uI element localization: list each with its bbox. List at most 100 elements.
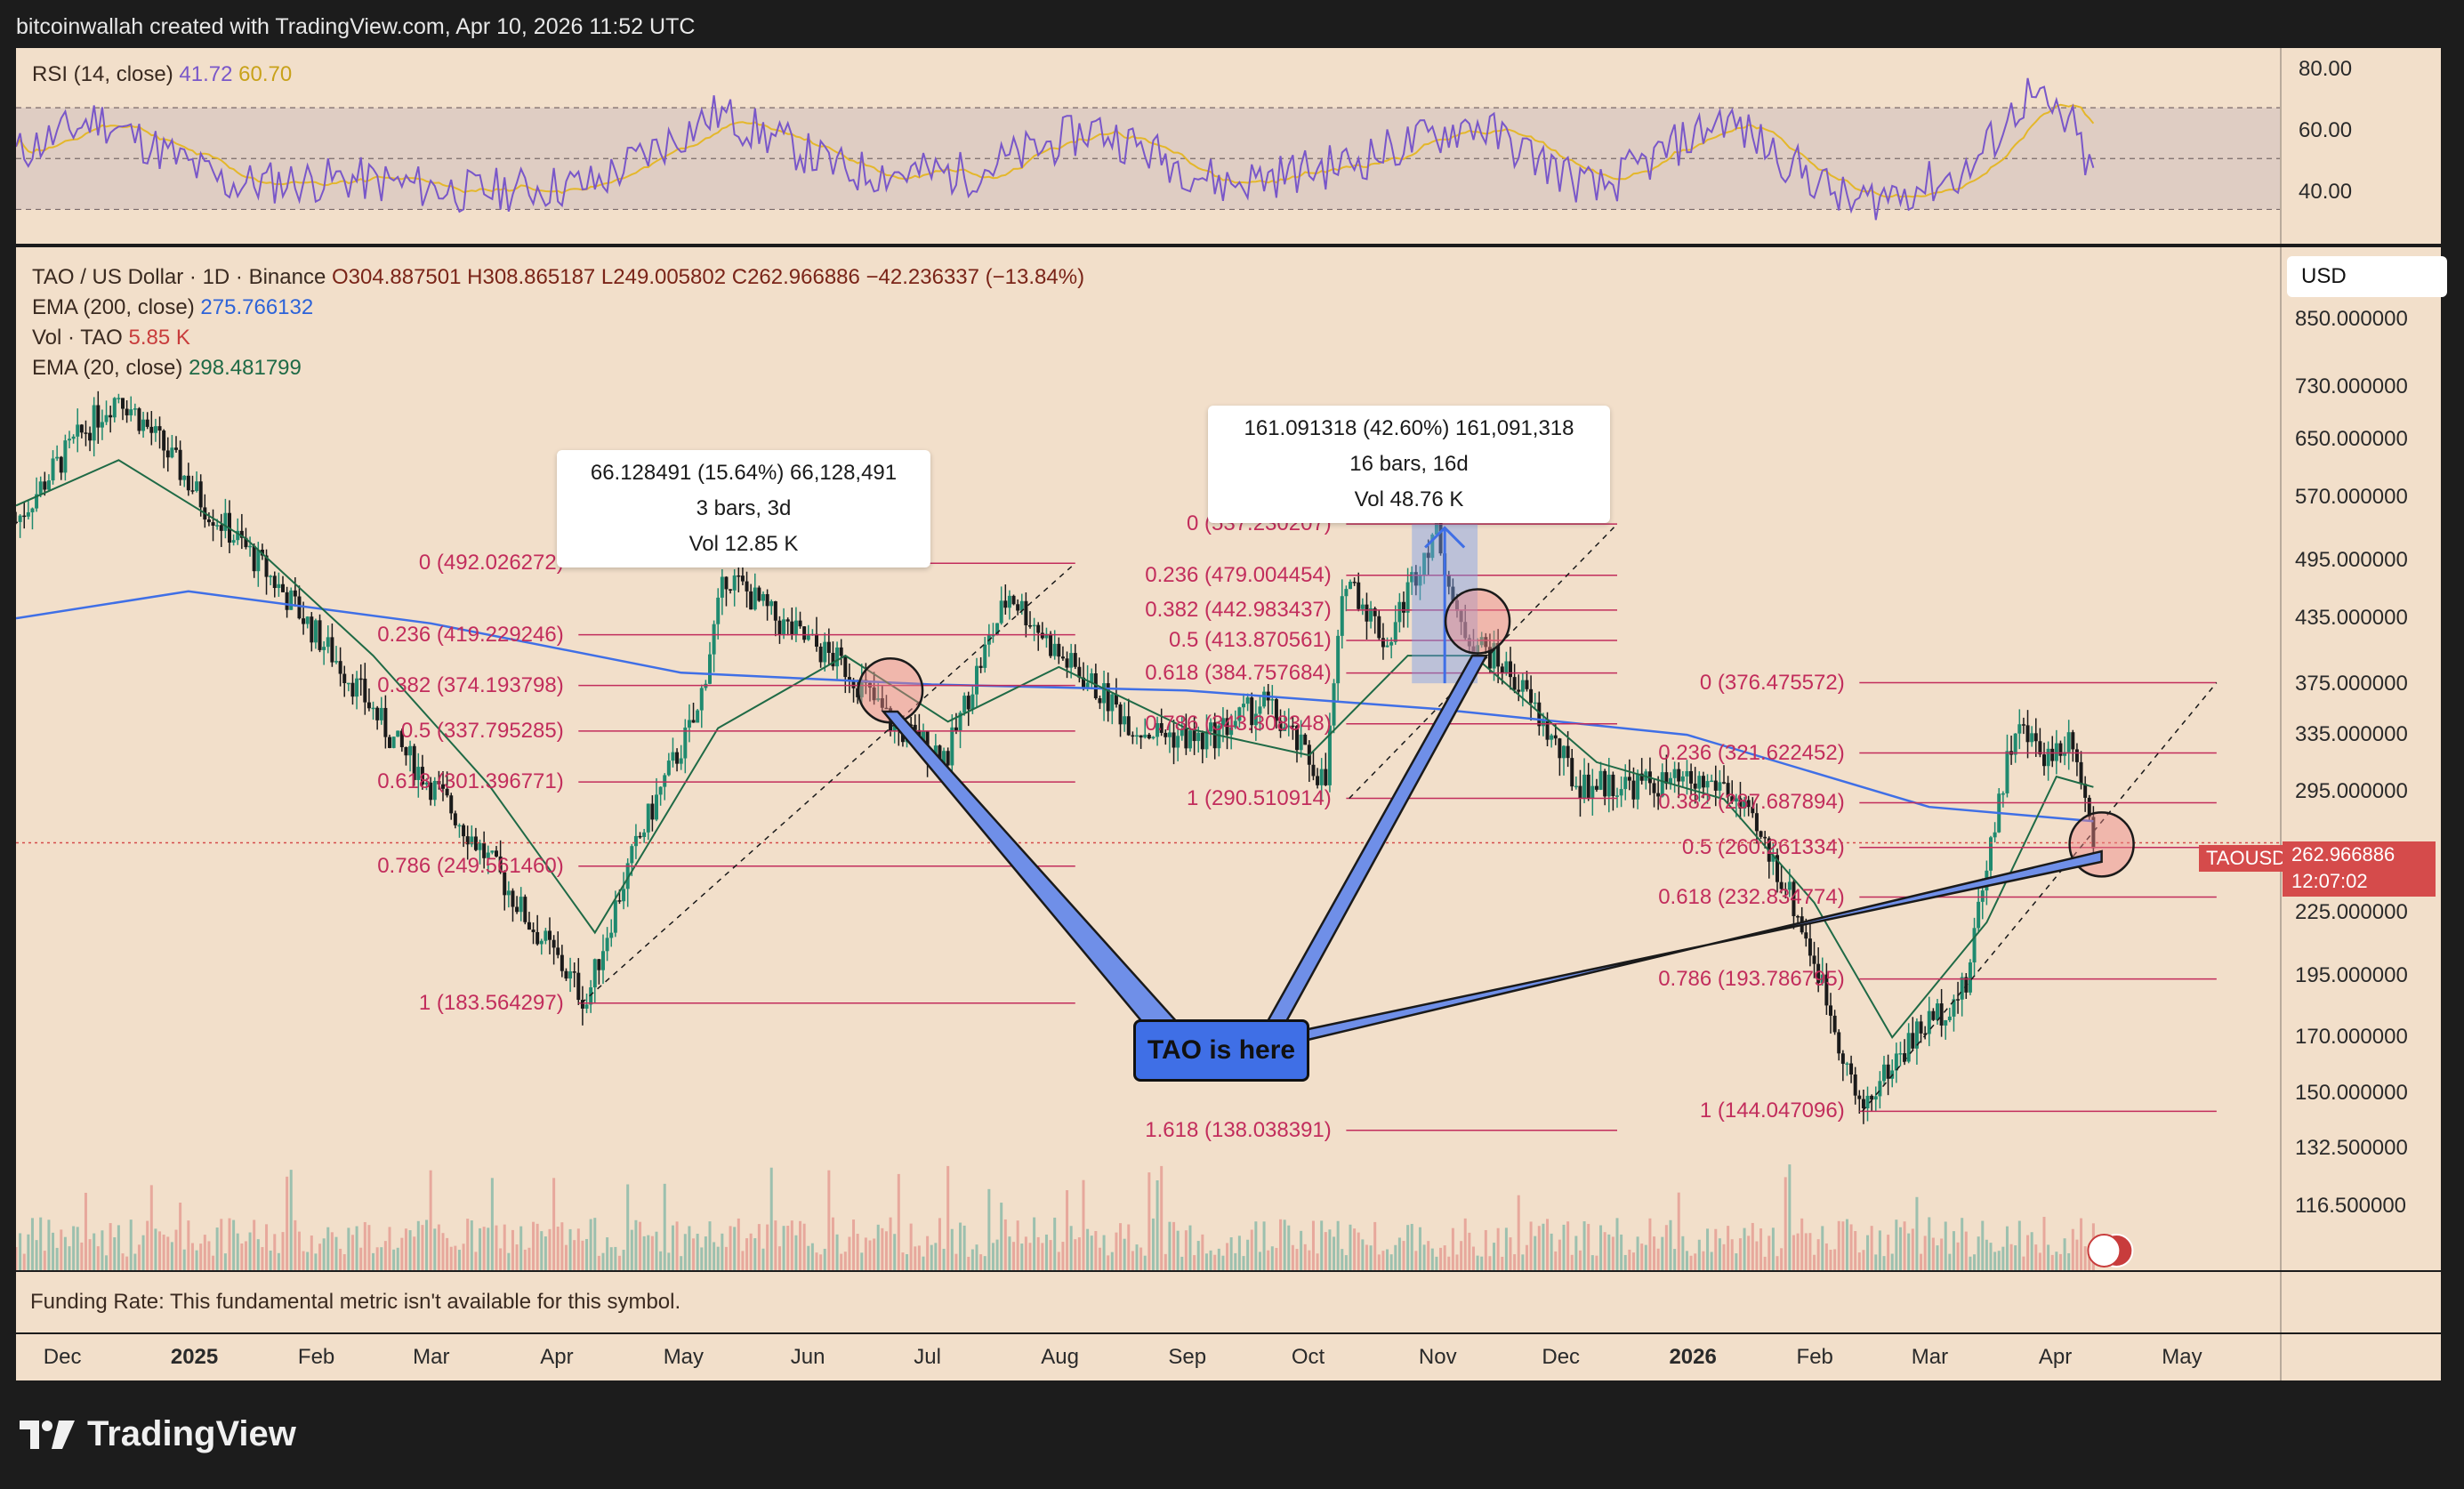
plot-area xyxy=(16,390,2096,1270)
price-axis-label: 150.000000 xyxy=(2295,1081,2408,1106)
candle-body xyxy=(946,751,950,766)
candle-body xyxy=(962,696,967,713)
candle-body xyxy=(880,698,884,708)
volume-bar xyxy=(380,1247,383,1270)
volume-bar xyxy=(1373,1221,1377,1270)
candle-body xyxy=(157,426,162,431)
volume-bar xyxy=(1636,1236,1639,1270)
candle-body xyxy=(1566,745,1570,759)
candle-body xyxy=(1156,723,1160,737)
volume-bar xyxy=(1898,1227,1902,1270)
candle-body xyxy=(1204,731,1209,750)
candle-body xyxy=(1007,595,1011,608)
candle-body xyxy=(1697,776,1702,789)
candle-body xyxy=(68,439,71,441)
volume-bar xyxy=(1969,1256,1972,1270)
time-axis-label: Apr xyxy=(2038,1345,2073,1369)
volume-bar xyxy=(350,1235,354,1270)
main-chart-panel[interactable]: TAO / US Dollar · 1D · Binance O304.8875… xyxy=(16,247,2447,1270)
volume-bar xyxy=(113,1237,117,1270)
volume-bar xyxy=(1796,1233,1800,1270)
candle-body xyxy=(1689,770,1694,784)
volume-bar xyxy=(35,1240,38,1270)
volume-bar xyxy=(1463,1218,1467,1270)
legend-volume[interactable]: Vol · TAO 5.85 K xyxy=(32,326,190,350)
candle-body xyxy=(1085,682,1090,688)
legend-ema20[interactable]: EMA (20, close) 298.481799 xyxy=(32,356,302,381)
volume-bar xyxy=(688,1226,691,1270)
volume-bar xyxy=(466,1219,470,1270)
candle-body xyxy=(1393,622,1397,642)
volume-bar xyxy=(1156,1179,1159,1270)
brand-name: TradingView xyxy=(87,1414,296,1453)
volume-bar xyxy=(835,1234,839,1270)
volume-bar xyxy=(1669,1219,1672,1270)
volume-bar xyxy=(306,1252,310,1270)
candle-body xyxy=(59,456,63,473)
price-axis-label: 375.000000 xyxy=(2295,672,2408,696)
candle-body xyxy=(1652,783,1656,793)
candle-body xyxy=(248,545,253,548)
candle-body xyxy=(269,575,273,577)
volume-bar xyxy=(302,1251,305,1270)
tradingview-logo[interactable]: TradingView xyxy=(20,1414,296,1454)
volume-bar xyxy=(794,1235,798,1270)
volume-bar xyxy=(1730,1239,1734,1270)
ohlc-values: O304.887501 H308.865187 L249.005802 C262… xyxy=(332,265,1085,289)
volume-bar xyxy=(1406,1225,1410,1270)
volume-bar xyxy=(810,1243,814,1270)
volume-bar xyxy=(1661,1236,1664,1270)
volume-bar xyxy=(1258,1252,1261,1270)
volume-bar xyxy=(519,1226,523,1270)
candle-body xyxy=(1553,735,1558,739)
volume-bar xyxy=(2014,1245,2017,1270)
time-axis-label: Oct xyxy=(1291,1345,1325,1369)
candle-body xyxy=(548,930,552,940)
price-axis-label: 295.000000 xyxy=(2295,778,2408,803)
volume-bar xyxy=(1061,1242,1065,1270)
candle-body xyxy=(1262,691,1267,707)
candle-body xyxy=(658,786,663,795)
candle-body xyxy=(1229,727,1234,736)
volume-bar xyxy=(499,1248,503,1270)
candle-body xyxy=(457,825,462,827)
volume-bar xyxy=(1755,1241,1759,1270)
candle-body xyxy=(1167,732,1172,737)
volume-bar xyxy=(889,1217,892,1270)
volume-bar xyxy=(926,1235,930,1270)
candle-body xyxy=(1274,699,1278,721)
volume-bar xyxy=(1024,1236,1027,1270)
candle-body xyxy=(1139,735,1143,738)
candle-body xyxy=(757,587,761,601)
time-axis[interactable]: Dec 2025 Feb Mar Apr May Jun Jul Aug Sep Oct Nov Dec… xyxy=(16,1334,2441,1380)
volume-bar xyxy=(864,1237,867,1270)
volume-bar xyxy=(848,1236,851,1270)
volume-bar xyxy=(289,1170,293,1270)
candle-body xyxy=(1492,642,1496,669)
volume-bar xyxy=(1049,1240,1052,1270)
tao-is-here-callout[interactable]: TAO is here xyxy=(1133,1019,1309,1082)
candle-body xyxy=(1705,781,1710,788)
candle-body xyxy=(1533,702,1537,704)
volume-bar xyxy=(2063,1238,2066,1270)
candle-body xyxy=(663,775,667,787)
fib-level-label: 1 (183.564297) xyxy=(418,990,564,1015)
volume-bar xyxy=(1377,1254,1381,1270)
rsi-line xyxy=(16,77,2095,221)
rsi-panel[interactable]: RSI (14, close) 41.72 60.70 80.00 60.00 … xyxy=(16,48,2441,244)
legend-ema200[interactable]: EMA (200, close) 275.766132 xyxy=(32,295,313,320)
volume-bar xyxy=(265,1224,269,1270)
currency-selector[interactable]: USD xyxy=(2287,256,2447,297)
volume-bar xyxy=(63,1236,67,1270)
candle-body xyxy=(1509,661,1512,678)
volume-bar xyxy=(1587,1223,1590,1270)
volume-bar xyxy=(609,1247,613,1270)
volume-bar xyxy=(1993,1252,1997,1270)
time-axis-label: Dec xyxy=(43,1345,82,1369)
volume-bar xyxy=(1357,1232,1360,1270)
volume-bar xyxy=(1246,1239,1250,1270)
candle-body xyxy=(2017,724,2022,734)
candle-body xyxy=(523,897,527,922)
volume-bar xyxy=(581,1240,584,1270)
candle-body xyxy=(613,900,617,933)
